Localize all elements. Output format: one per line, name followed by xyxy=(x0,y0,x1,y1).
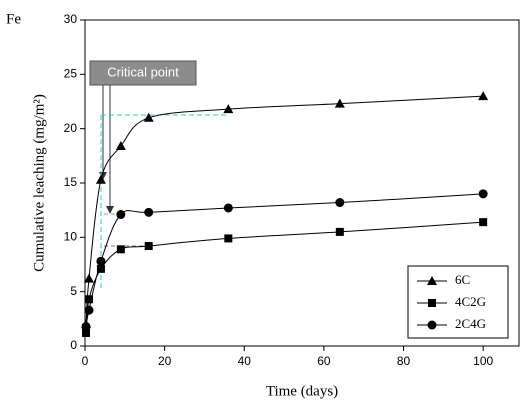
marker xyxy=(223,203,233,213)
legend-marker xyxy=(428,299,436,307)
marker xyxy=(115,141,126,151)
legend-label: 2C4G xyxy=(455,316,486,331)
marker xyxy=(224,234,233,243)
legend-box xyxy=(407,265,509,339)
y-tick-label: 10 xyxy=(64,230,78,244)
marker xyxy=(116,210,126,220)
x-tick-label: 100 xyxy=(473,354,493,368)
y-tick-label: 25 xyxy=(64,67,78,81)
y-tick-label: 5 xyxy=(70,284,77,298)
annotation: Critical point xyxy=(107,64,179,79)
legend-label: 6C xyxy=(455,272,470,287)
legend-label: 4C2G xyxy=(455,294,486,309)
marker xyxy=(116,245,125,254)
marker xyxy=(479,218,488,227)
marker xyxy=(335,198,345,208)
y-tick-label: 0 xyxy=(70,338,77,352)
y-tick-label: 15 xyxy=(64,175,78,189)
marker xyxy=(478,91,489,101)
marker xyxy=(96,264,105,273)
marker xyxy=(81,328,90,337)
marker xyxy=(144,242,153,251)
marker xyxy=(96,256,106,266)
y-axis-label: Cumulative leaching (mg/m²) xyxy=(31,94,47,272)
y-tick-label: 20 xyxy=(64,121,78,135)
annotation-box xyxy=(89,60,197,86)
marker xyxy=(144,207,154,217)
marker xyxy=(478,189,488,199)
x-tick-label: 0 xyxy=(82,354,89,368)
marker xyxy=(223,104,234,114)
marker xyxy=(81,321,91,331)
marker xyxy=(84,305,94,315)
arrow-head xyxy=(106,206,114,214)
x-tick-label: 40 xyxy=(238,354,252,368)
corner-label: Fe xyxy=(6,11,21,27)
x-tick-label: 60 xyxy=(317,354,331,368)
y-tick-label: 30 xyxy=(64,12,78,26)
marker xyxy=(335,227,344,236)
marker xyxy=(95,174,106,184)
marker xyxy=(83,273,94,283)
marker xyxy=(334,98,345,108)
legend-marker xyxy=(427,320,437,330)
x-tick-label: 80 xyxy=(397,354,411,368)
marker xyxy=(84,295,93,304)
legend-marker xyxy=(427,276,437,285)
marker xyxy=(143,112,154,122)
x-tick-label: 20 xyxy=(158,354,172,368)
x-axis-label: Time (days) xyxy=(266,383,338,399)
